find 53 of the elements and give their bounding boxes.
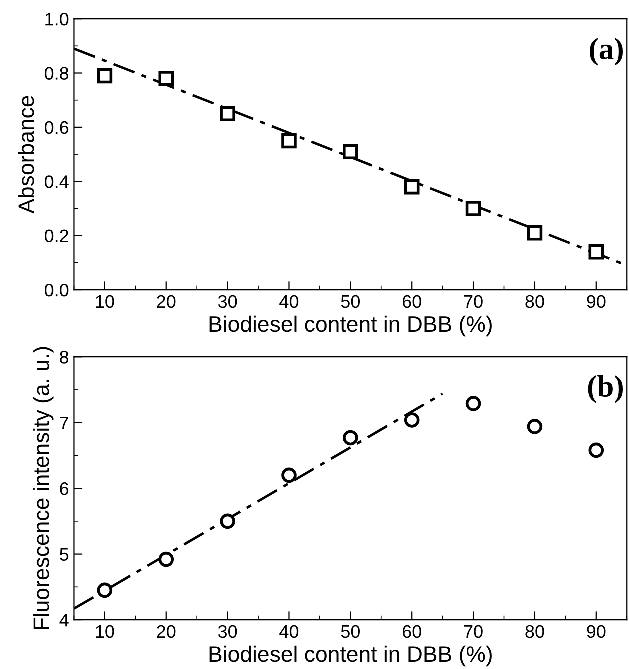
point: [343, 430, 358, 446]
x-tick-label: 20: [157, 625, 176, 638]
x-tick-label: 90: [587, 625, 606, 638]
x-tick-label: 40: [280, 625, 299, 638]
point: [97, 68, 113, 84]
x-tick-label: 10: [96, 295, 114, 308]
point: [404, 412, 420, 428]
y-tick-label: 6: [60, 482, 69, 496]
y-tick-label: 0.8: [44, 67, 69, 80]
y-tick-label: 0.6: [44, 121, 69, 134]
y-tick-label: 7: [60, 416, 68, 430]
x-tick-label: 20: [157, 295, 176, 308]
point: [158, 71, 174, 86]
y-axis-title: Fluorescence intensity (a. u.): [33, 347, 54, 630]
y-tick-label: 0.2: [44, 230, 68, 243]
point: [158, 552, 174, 568]
annotation: (a): [590, 38, 624, 66]
x-tick-label: 70: [464, 295, 483, 308]
x-tick-label: 60: [402, 625, 422, 638]
x-axis-title: Biodiesel content in DBB (%): [210, 646, 492, 667]
point: [466, 201, 482, 216]
y-tick-label: 0.0: [44, 284, 69, 297]
x-tick-label: 50: [341, 295, 360, 308]
y-tick-label: 0.4: [44, 176, 69, 188]
x-tick-label: 90: [587, 295, 606, 308]
y-tick-label: 8: [60, 351, 69, 364]
x-tick-label: 60: [402, 295, 422, 308]
point: [220, 106, 236, 122]
y-tick-label: 4: [60, 614, 69, 627]
point: [527, 419, 543, 434]
point: [404, 179, 420, 195]
point: [527, 225, 543, 241]
point: [588, 244, 604, 260]
point: [588, 442, 604, 458]
x-tick-label: 10: [96, 625, 114, 638]
x-tick-label: 80: [526, 625, 544, 638]
point: [466, 396, 482, 412]
point: [282, 468, 297, 484]
y-tick-label: 1.0: [46, 13, 69, 26]
x-tick-label: 30: [218, 625, 238, 638]
y-axis-title: Absorbance: [18, 96, 34, 214]
point: [282, 133, 297, 149]
point: [220, 514, 236, 530]
x-tick-label: 70: [464, 625, 483, 638]
point: [343, 144, 358, 160]
point: [97, 582, 113, 598]
y-tick-label: 5: [60, 548, 69, 562]
x-tick-label: 40: [280, 295, 299, 308]
x-tick-label: 50: [341, 625, 360, 638]
x-axis-title: Biodiesel content in DBB (%): [210, 316, 492, 337]
annotation: (b): [588, 376, 624, 404]
x-tick-label: 30: [218, 295, 238, 308]
x-tick-label: 80: [526, 295, 544, 308]
